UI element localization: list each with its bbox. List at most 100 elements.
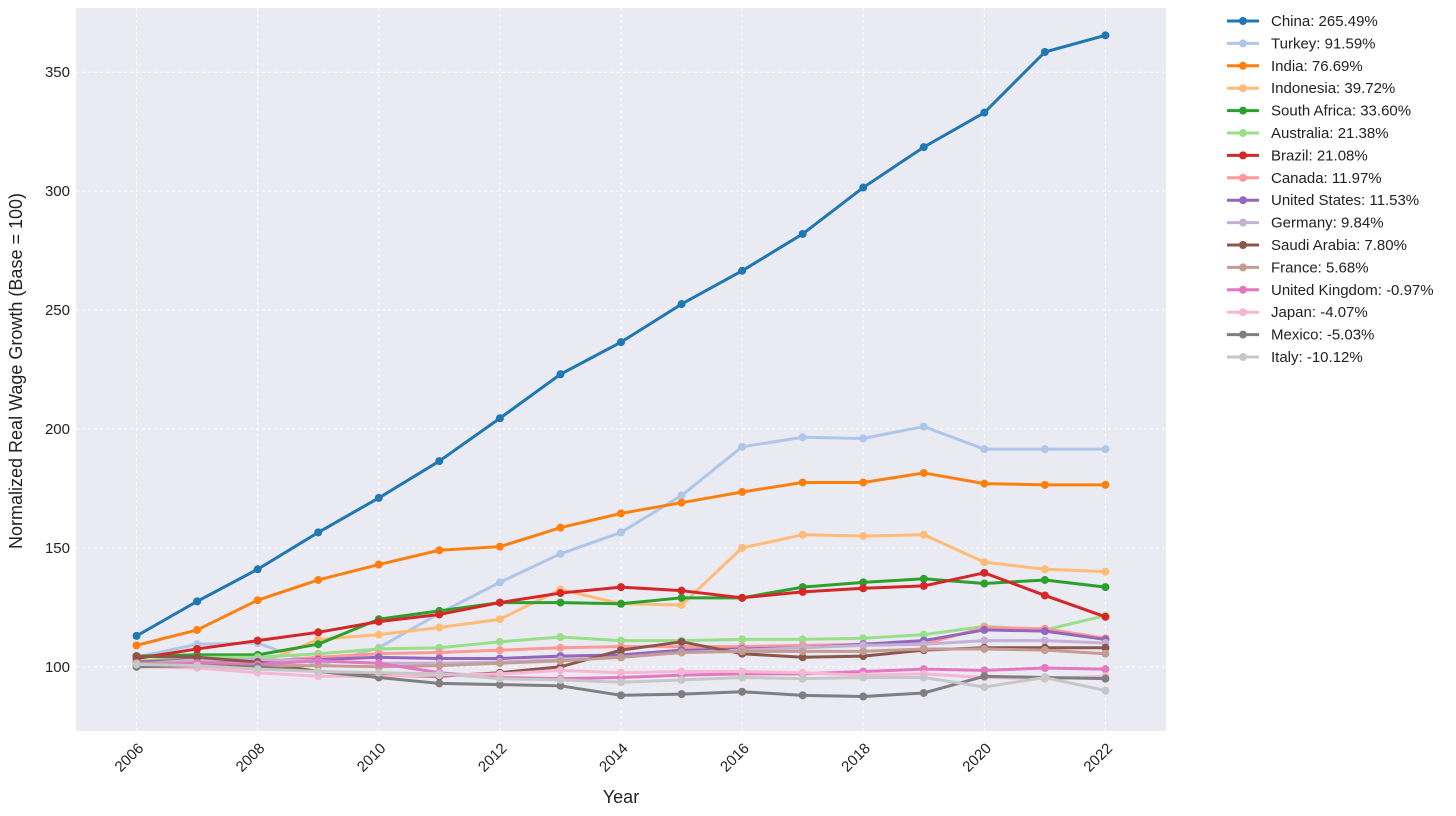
data-point <box>738 266 747 275</box>
data-point <box>495 646 504 655</box>
data-point <box>1101 674 1110 683</box>
data-point <box>374 630 383 639</box>
data-point <box>193 625 202 634</box>
legend-swatch-marker <box>1239 151 1247 160</box>
data-point <box>1101 31 1110 40</box>
y-tick-label: 350 <box>45 64 70 81</box>
legend-label: France: 5.68% <box>1271 259 1369 276</box>
data-point <box>495 674 504 683</box>
data-point <box>738 647 747 656</box>
data-point <box>798 229 807 238</box>
data-point <box>253 636 262 645</box>
data-point <box>617 678 625 687</box>
data-point <box>919 630 928 639</box>
series-lines <box>132 31 1110 701</box>
data-point <box>617 509 625 518</box>
legend-label: Brazil: 21.08% <box>1271 147 1368 164</box>
legend-swatch-marker <box>1239 285 1247 294</box>
data-point <box>738 487 747 496</box>
legend-item: Germany: 9.84% <box>1227 215 1384 232</box>
data-point <box>617 528 625 537</box>
x-tick-label: 2018 <box>838 740 874 776</box>
data-point <box>435 661 444 670</box>
legend-label: Germany: 9.84% <box>1271 215 1384 232</box>
data-point <box>314 575 323 584</box>
data-point <box>859 183 868 192</box>
legend-label: Mexico: -5.03% <box>1271 327 1374 344</box>
data-point <box>677 491 686 500</box>
data-point <box>1101 686 1110 695</box>
x-tick-label: 2010 <box>354 740 390 776</box>
legend-swatch-marker <box>1239 84 1247 93</box>
data-point <box>132 641 141 650</box>
data-point <box>980 108 989 117</box>
data-point <box>617 668 625 677</box>
data-point <box>314 640 323 649</box>
legend-label: United States: 11.53% <box>1271 192 1419 209</box>
series-6 <box>132 568 1110 663</box>
legend-swatch-marker <box>1239 353 1247 361</box>
data-point <box>677 600 686 609</box>
legend-swatch-marker <box>1239 330 1247 339</box>
legend-item: South Africa: 33.60% <box>1227 103 1411 120</box>
data-point <box>1040 565 1049 574</box>
data-point <box>980 568 989 577</box>
legend-swatch-marker <box>1239 173 1247 182</box>
data-point <box>374 653 383 662</box>
data-point <box>495 598 504 607</box>
legend-swatch-marker <box>1239 129 1247 137</box>
data-point <box>738 687 747 696</box>
data-point <box>677 675 686 684</box>
legend-swatch-marker <box>1239 106 1247 115</box>
data-point <box>1101 445 1110 454</box>
data-point <box>798 530 807 539</box>
data-point <box>798 635 807 644</box>
data-point <box>859 673 868 682</box>
data-point <box>677 690 686 699</box>
x-tick-label: 2008 <box>233 740 269 776</box>
data-point <box>859 478 868 487</box>
data-point <box>1101 612 1110 621</box>
data-point <box>435 679 444 688</box>
data-point <box>193 661 202 670</box>
data-point <box>132 660 141 669</box>
data-point <box>556 549 565 558</box>
legend-swatch-marker <box>1239 61 1247 70</box>
data-point <box>617 338 625 347</box>
legend-item: Italy: -10.12% <box>1227 349 1363 366</box>
data-point <box>253 596 262 605</box>
y-tick-labels: 100 150 200 250 300 350 <box>45 64 70 676</box>
x-tick-label: 2006 <box>112 740 148 776</box>
data-point <box>1101 649 1110 658</box>
data-point <box>980 683 989 692</box>
data-point <box>495 578 504 587</box>
data-point <box>798 668 807 677</box>
y-axis-title: Normalized Real Wage Growth (Base = 100) <box>6 193 26 549</box>
data-point <box>556 675 565 684</box>
data-point <box>798 653 807 662</box>
data-point <box>193 644 202 653</box>
data-point <box>556 589 565 598</box>
y-tick-label: 100 <box>45 659 70 676</box>
data-point <box>919 530 928 539</box>
legend-item: Saudi Arabia: 7.80% <box>1227 237 1407 254</box>
data-point <box>1040 646 1049 655</box>
data-point <box>193 597 202 606</box>
data-point <box>798 674 807 683</box>
data-point <box>798 433 807 442</box>
data-point <box>859 641 868 650</box>
legend-label: China: 265.49% <box>1271 13 1378 30</box>
data-point <box>1040 636 1049 645</box>
legend-item: Canada: 11.97% <box>1227 170 1382 187</box>
data-point <box>738 543 747 552</box>
legend-label: Italy: -10.12% <box>1271 349 1363 366</box>
data-point <box>495 615 504 624</box>
legend-item: India: 76.69% <box>1227 58 1363 75</box>
legend-item: United States: 11.53% <box>1227 192 1419 209</box>
legend-swatch-marker <box>1239 39 1247 48</box>
legend-label: Indonesia: 39.72% <box>1271 80 1395 97</box>
data-point <box>556 666 565 675</box>
data-point <box>980 558 989 567</box>
data-point <box>495 414 504 423</box>
data-point <box>980 579 989 588</box>
